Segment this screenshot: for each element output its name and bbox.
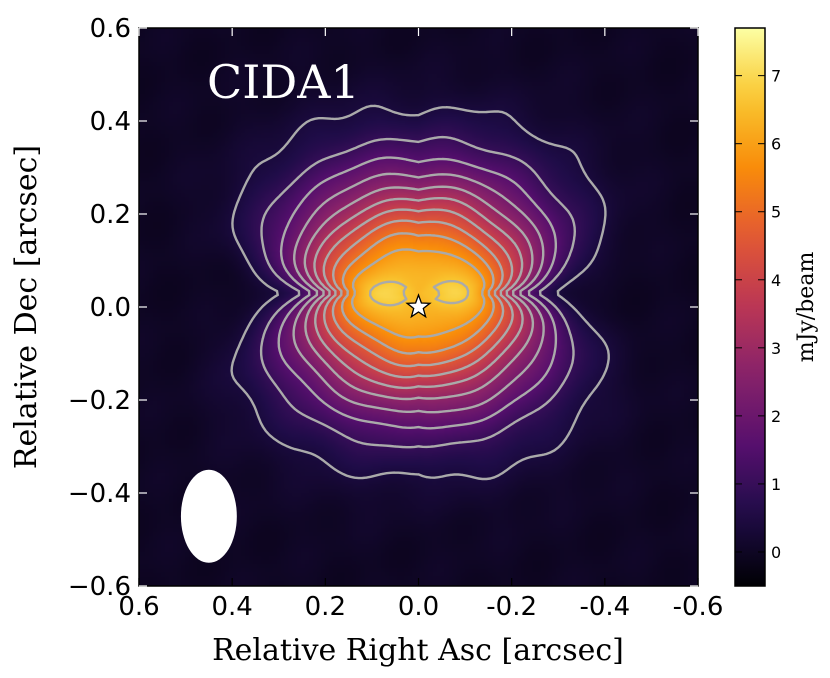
contour-level-2: [277, 156, 558, 430]
colorbar-frame: [734, 27, 766, 587]
y-tick-label: −0.2: [68, 386, 131, 416]
overlays: [180, 293, 432, 563]
colorbar: 0 1 2 3 4 5 6 7 mJy/beam: [734, 27, 819, 587]
contour-lines: [230, 104, 610, 481]
contour-level-4: [303, 185, 535, 401]
colorbar-gradient: [735, 28, 765, 586]
plot-panel: CIDA1 0.6 0.4 0.2 0.0 -0.2 -0.4 -0.60.60.40.20…: [68, 14, 724, 622]
x-tick-label: -0.6: [673, 592, 724, 622]
x-tick-label: 0.6: [118, 592, 159, 622]
y-tick-label: −0.4: [68, 479, 131, 509]
contour-level-7: [331, 219, 505, 368]
contour-level-1: [259, 135, 576, 449]
contour-level-5: [313, 197, 524, 390]
beam-ellipse: [180, 469, 237, 563]
colorbar-tick-label: 5: [771, 203, 781, 222]
colorbar-tick-label: 0: [771, 543, 781, 562]
colorbar-tick-label: 1: [771, 475, 781, 494]
y-axis-label: Relative Dec [arcsec]: [9, 145, 44, 469]
colorbar-ticks: 0 1 2 3 4 5 6 7: [735, 67, 781, 562]
colorbar-tick-label: 4: [771, 271, 781, 290]
x-tick-label: -0.4: [579, 592, 630, 622]
x-tick-label: 0.2: [305, 592, 346, 622]
contour-level-9: [350, 248, 486, 339]
x-axis-label: Relative Right Asc [arcsec]: [212, 633, 624, 668]
colorbar-tick-label: 3: [771, 339, 781, 358]
colorbar-tick-label: 2: [771, 407, 781, 426]
contour-level-3: [292, 172, 545, 414]
y-tick-label: 0.4: [90, 107, 131, 137]
x-tick-label: 0.0: [398, 592, 439, 622]
contour-level-6: [322, 208, 514, 379]
colorbar-label: mJy/beam: [794, 252, 819, 363]
y-tick-label: 0.6: [90, 14, 131, 44]
y-tick-label: 0.2: [90, 200, 131, 230]
contour-level-0: [230, 104, 610, 481]
colorbar-tick-label: 6: [771, 135, 781, 154]
contour-level-10: [368, 279, 470, 307]
y-tick-label: −0.6: [68, 572, 131, 602]
star-marker: [405, 293, 432, 319]
x-tick-label: 0.4: [211, 592, 252, 622]
y-tick-label: 0.0: [90, 293, 131, 323]
contour-level-8: [340, 232, 495, 355]
source-annotation: CIDA1: [207, 55, 360, 109]
x-tick-label: -0.2: [486, 592, 537, 622]
colorbar-tick-label: 7: [771, 67, 781, 86]
axis-ticks: 0.6 0.4 0.2 0.0 -0.2 -0.4 -0.6 0.6 0.4 0.2 0.0 −0.2…: [68, 14, 724, 622]
